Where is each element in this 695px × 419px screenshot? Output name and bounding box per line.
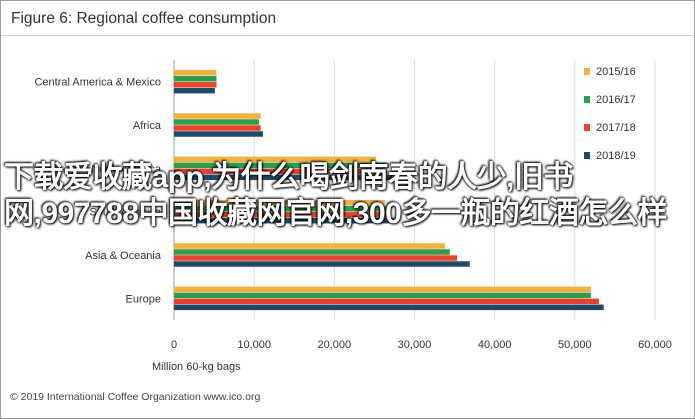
bar	[174, 87, 215, 94]
bar	[174, 298, 599, 305]
bar	[174, 199, 385, 206]
bar	[174, 69, 217, 76]
bar	[174, 131, 263, 137]
bar	[174, 156, 377, 163]
category-label: Central America & Mexico	[34, 77, 161, 89]
legend-label: 2016/17	[596, 94, 636, 106]
bar	[174, 211, 389, 218]
legend-swatch	[584, 152, 590, 159]
bar	[174, 292, 591, 299]
bar	[174, 255, 457, 261]
bar	[174, 304, 604, 311]
legend: 2015/16 2016/17 2017/18 2018/19	[584, 66, 636, 162]
title-divider	[1, 35, 694, 36]
category-label: Africa	[133, 120, 162, 132]
x-tick-label: 30,000	[398, 339, 432, 351]
bar	[174, 205, 386, 212]
legend-label: 2018/19	[596, 150, 636, 162]
bar-marks	[174, 69, 604, 311]
bar	[174, 243, 445, 249]
bar	[174, 81, 217, 88]
chart-title: Figure 6: Regional coffee consumption	[11, 10, 277, 27]
overlay-watermark-text: 下载爱收藏app,为什么喝剑南春的人少,旧书网,997788中国收藏网官网,30…	[4, 161, 667, 230]
bar	[174, 113, 261, 119]
x-tick-label: 10,000	[237, 339, 271, 351]
legend-swatch	[584, 68, 590, 75]
x-tick-label: 0	[171, 339, 177, 351]
bar	[174, 174, 393, 181]
category-label: Europe	[126, 293, 161, 305]
gridlines	[173, 60, 656, 320]
x-tick-label: 60,000	[638, 339, 672, 351]
x-tick-labels: 0 10,000 20,000 30,000 40,000 50,000 60,000	[171, 339, 672, 351]
category-label: South America	[89, 207, 161, 219]
legend-label: 2017/18	[596, 122, 636, 134]
legend-swatch	[584, 96, 590, 103]
category-labels: Central America & Mexico Africa North Amer…	[34, 77, 161, 306]
legend-swatch	[584, 124, 590, 131]
x-axis-label: Million 60-kg bags	[152, 361, 241, 373]
bar	[174, 119, 259, 125]
bar	[174, 162, 389, 169]
copyright-footer: © 2019 International Coffee Organization…	[10, 391, 261, 403]
x-tick-label: 20,000	[318, 339, 352, 351]
bar	[174, 75, 217, 82]
bar	[174, 286, 591, 293]
bar	[174, 217, 394, 224]
category-label: Asia & Oceania	[85, 250, 162, 262]
x-tick-label: 40,000	[478, 339, 512, 351]
x-tick-label: 50,000	[558, 339, 592, 351]
bar	[174, 261, 470, 267]
bar	[174, 125, 261, 131]
legend-label: 2015/16	[596, 66, 636, 78]
bar	[174, 168, 388, 175]
bar	[174, 249, 450, 255]
category-label: North America	[91, 163, 162, 175]
